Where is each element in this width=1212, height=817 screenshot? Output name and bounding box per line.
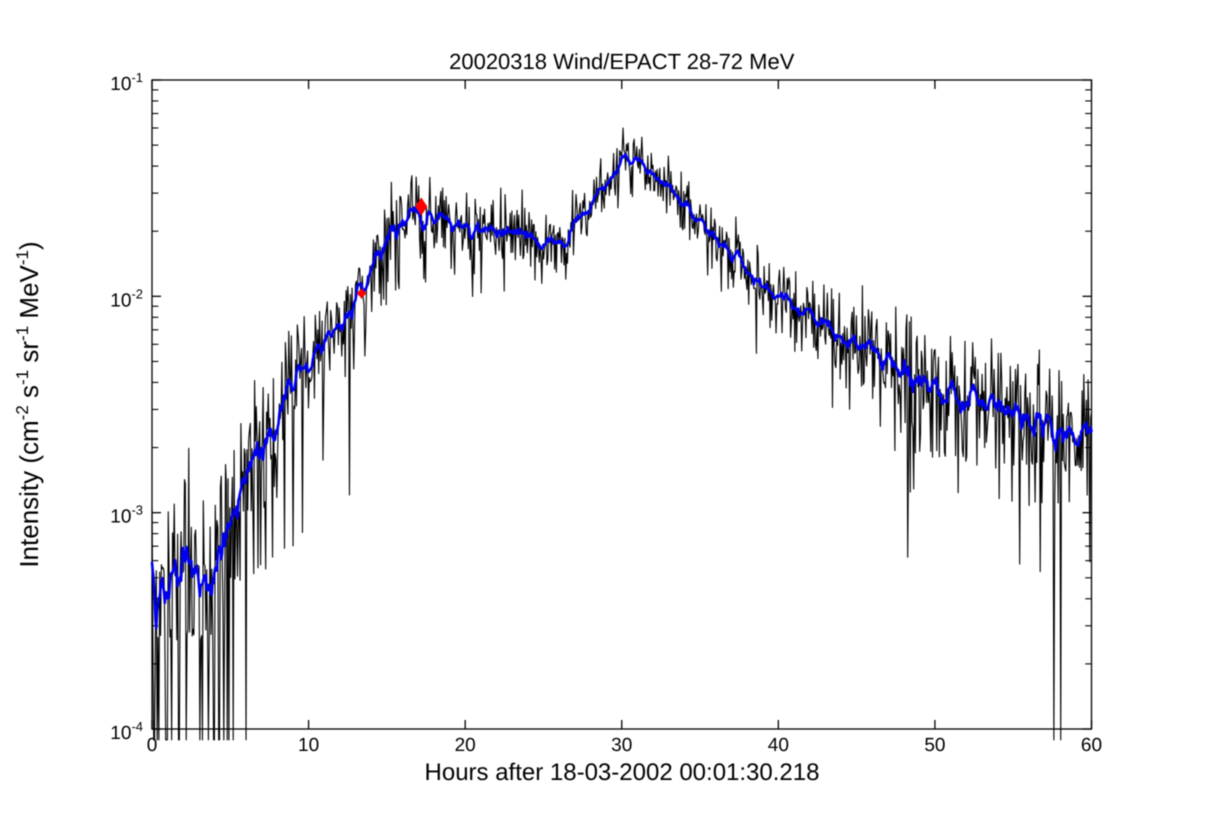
- svg-text:20020318 Wind/EPACT 28-72 MeV: 20020318 Wind/EPACT 28-72 MeV: [449, 49, 795, 74]
- svg-text:30: 30: [611, 735, 632, 756]
- svg-text:Hours after 18-03-2002 00:01:3: Hours after 18-03-2002 00:01:30.218: [425, 759, 820, 786]
- svg-text:10: 10: [298, 735, 319, 756]
- svg-text:0: 0: [147, 735, 158, 756]
- svg-text:40: 40: [768, 735, 789, 756]
- svg-text:50: 50: [924, 735, 945, 756]
- svg-text:60: 60: [1081, 735, 1102, 756]
- svg-text:20: 20: [455, 735, 476, 756]
- svg-text:Intensity (cm-2 s-1 sr-1 MeV-1: Intensity (cm-2 s-1 sr-1 MeV-1): [13, 241, 44, 567]
